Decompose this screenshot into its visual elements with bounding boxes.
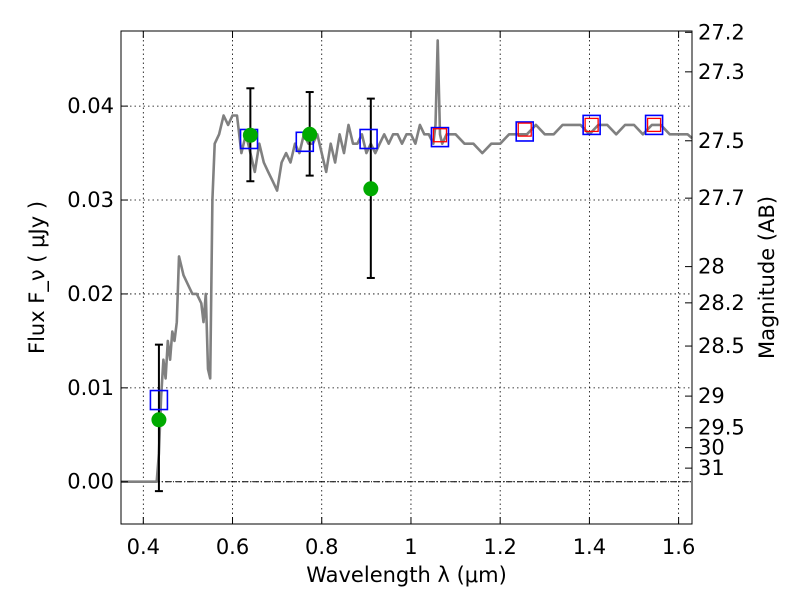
grid [121, 31, 692, 524]
right-tick-label: 27.2 [698, 20, 745, 44]
flux-point [302, 126, 318, 142]
x-tick-label: 0.4 [127, 535, 160, 559]
y-tick-label: 0.02 [67, 282, 114, 306]
y-tick-label: 0.01 [67, 376, 114, 400]
flux-point [151, 412, 167, 428]
right-tick-label: 30 [698, 436, 725, 460]
model-square [582, 114, 601, 136]
right-tick-label: 29.5 [698, 416, 745, 440]
spectrum-line [121, 39, 693, 484]
observed-square [646, 117, 662, 133]
right-tick-label: 28 [698, 255, 725, 279]
x-tick-label: 1 [404, 535, 417, 559]
right-tick-label: 31 [698, 456, 725, 480]
observed-square [584, 117, 599, 133]
x-axis-title: Wavelength λ (μm) [306, 563, 507, 587]
y-tick-label: 0.03 [67, 188, 114, 212]
observed-square [432, 128, 448, 143]
x-tick-label: 1.2 [483, 535, 516, 559]
ticks: 0.4 0.6 0.8 1 1.2 1.4 1.6 0.00 0.01 0.02 0.03 0.04 2… [67, 20, 745, 559]
model-square [644, 114, 664, 136]
y-axis-title: Flux F_ν ( μJy ) [25, 201, 50, 354]
x-tick-label: 1.6 [662, 535, 695, 559]
right-tick-label: 27.5 [698, 129, 745, 153]
y-tick-label: 0.04 [67, 94, 114, 118]
x-tick-label: 1.4 [573, 535, 606, 559]
x-tick-label: 0.6 [216, 535, 249, 559]
right-tick-label: 29 [698, 384, 725, 408]
data-layer [121, 39, 693, 493]
right-tick-label: 28.5 [698, 334, 745, 358]
x-tick-label: 0.8 [305, 535, 338, 559]
flux-point [363, 181, 379, 197]
right-axis-title: Magnitude (AB) [755, 196, 779, 359]
flux-point [242, 127, 258, 143]
plot-frame [120, 30, 693, 525]
right-tick-label: 27.7 [698, 186, 745, 210]
observed-square [517, 122, 532, 137]
model-square [430, 126, 450, 148]
model-square [149, 389, 169, 411]
right-tick-label: 28.2 [698, 291, 745, 315]
model-square [359, 128, 378, 150]
y-tick-label: 0.00 [67, 470, 114, 494]
right-tick-label: 27.3 [698, 60, 745, 84]
model-square [515, 121, 535, 142]
